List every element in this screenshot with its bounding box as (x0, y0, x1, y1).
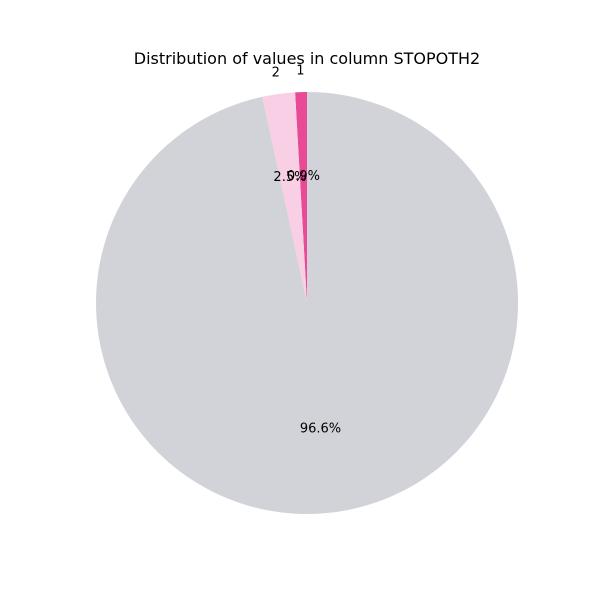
chart-title: Distribution of values in column STOPOTH… (134, 49, 480, 68)
slice-percent-2: 2.5% (273, 170, 306, 185)
slice-percent-1: 0.9% (287, 169, 320, 184)
slice-label-2: 2 (272, 66, 280, 81)
slice-percent-3: 96.6% (300, 421, 341, 436)
slice-label-1: 1 (296, 63, 304, 78)
pie-slice-3 (96, 92, 519, 514)
pie-slice-1 (295, 92, 307, 303)
pie-labels: 1 0.9% 2 2.5% 96.6% (272, 63, 342, 436)
pie-slice-2 (262, 92, 307, 303)
pie-slices (96, 92, 519, 514)
